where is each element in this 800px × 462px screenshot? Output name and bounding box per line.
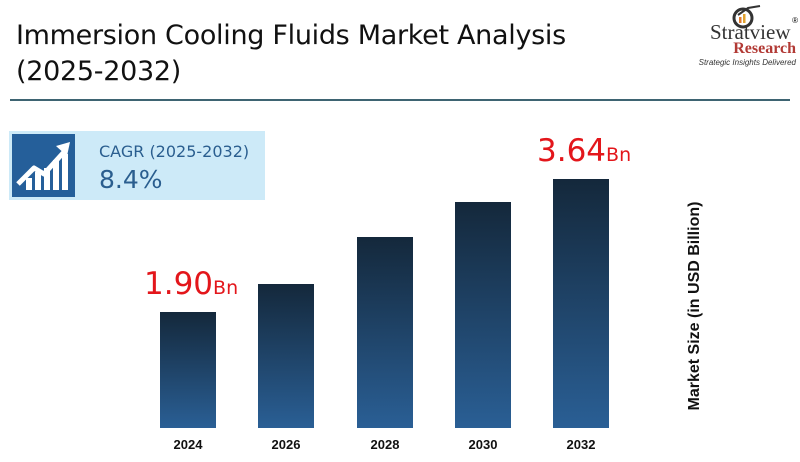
title-line-1: Immersion Cooling Fluids Market Analysis <box>16 20 566 51</box>
data-label: 3.64Bn <box>537 133 631 169</box>
logo-name: Stratview <box>710 20 791 44</box>
x-tick-label: 2028 <box>370 437 400 452</box>
cagr-value: 8.4% <box>99 165 163 194</box>
cagr-label: CAGR (2025-2032) <box>99 142 250 161</box>
title-line-2: (2025-2032) <box>16 56 181 87</box>
logo-sub: Research <box>733 40 796 57</box>
bar-2024 <box>160 312 216 428</box>
x-tick-label: 2026 <box>271 437 301 452</box>
x-tick-label: 2024 <box>173 437 203 452</box>
divider <box>10 99 790 101</box>
data-label: 1.90Bn <box>144 266 238 302</box>
data-label-unit: Bn <box>606 143 632 166</box>
x-tick-label: 2032 <box>566 437 596 452</box>
bar-2032 <box>553 178 609 428</box>
data-label-value: 3.64 <box>537 132 607 169</box>
data-label-value: 1.90 <box>144 266 214 302</box>
bar-2028 <box>357 237 413 428</box>
logo-tagline: Strategic Insights Delivered <box>698 58 796 67</box>
bar-2026 <box>258 283 314 428</box>
logo: Stratview ® Research Strategic Insights … <box>690 2 800 70</box>
cagr-box: CAGR (2025-2032) 8.4% <box>9 131 265 200</box>
page-title: Immersion Cooling Fluids Market Analysis… <box>16 18 566 90</box>
y-axis-label: Market Size (in USD Billion) <box>686 201 703 411</box>
growth-chart-icon <box>12 134 75 197</box>
magnifier-chart-icon <box>732 5 761 29</box>
logo-reg: ® <box>792 16 798 25</box>
data-label-unit: Bn <box>213 277 239 299</box>
x-tick-label: 2030 <box>468 437 498 452</box>
bar-2030 <box>455 201 511 428</box>
